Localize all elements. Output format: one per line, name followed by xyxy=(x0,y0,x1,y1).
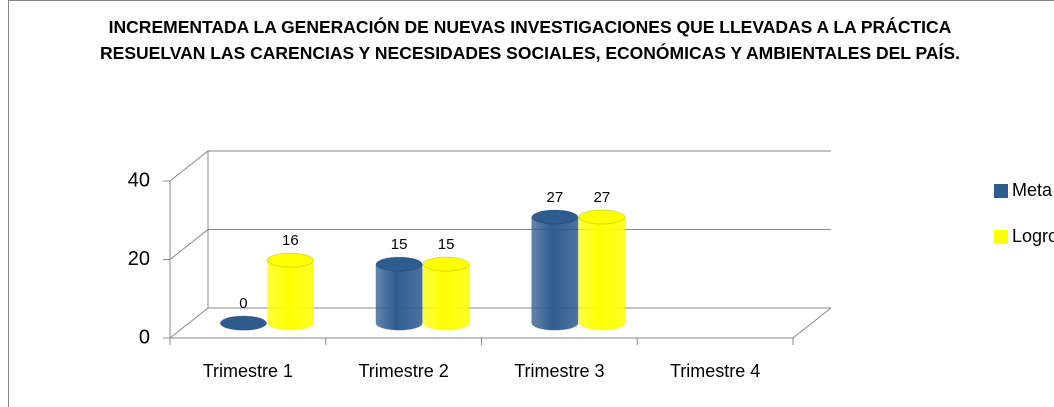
bar-top xyxy=(422,256,470,272)
bar-top xyxy=(578,209,626,225)
bar-top xyxy=(266,252,314,268)
x-tick-label: Trimestre 3 xyxy=(514,361,604,381)
bar xyxy=(375,263,423,331)
data-label: 0 xyxy=(239,295,247,312)
legend-label: Meta xyxy=(1012,180,1053,200)
data-label: 15 xyxy=(391,236,408,253)
bar xyxy=(422,263,470,331)
y-tick-label: 40 xyxy=(128,169,150,191)
y-tick-label: 0 xyxy=(139,326,150,348)
data-label: 27 xyxy=(594,189,611,206)
legend-swatch xyxy=(994,184,1008,198)
x-tick-label: Trimestre 1 xyxy=(203,361,293,381)
data-label: 15 xyxy=(438,236,455,253)
grid-line xyxy=(169,307,209,339)
bar xyxy=(578,216,626,331)
x-tick-label: Trimestre 2 xyxy=(358,361,448,381)
legend-label: Logro xyxy=(1012,226,1054,246)
y-tick-label: 20 xyxy=(128,248,150,270)
legend-swatch xyxy=(994,230,1008,244)
data-label: 16 xyxy=(282,232,299,249)
grid-line xyxy=(169,150,209,182)
bar-top xyxy=(375,256,423,272)
bar xyxy=(266,259,314,331)
bar xyxy=(531,216,579,331)
data-label: 27 xyxy=(547,189,564,206)
grid-line xyxy=(169,229,209,260)
bar-top xyxy=(531,209,579,225)
x-tick-label: Trimestre 4 xyxy=(670,361,760,381)
bar-top xyxy=(219,315,267,331)
chart-title: INCREMENTADA LA GENERACIÓN DE NUEVAS INV… xyxy=(100,17,960,63)
floor-side xyxy=(792,307,832,339)
